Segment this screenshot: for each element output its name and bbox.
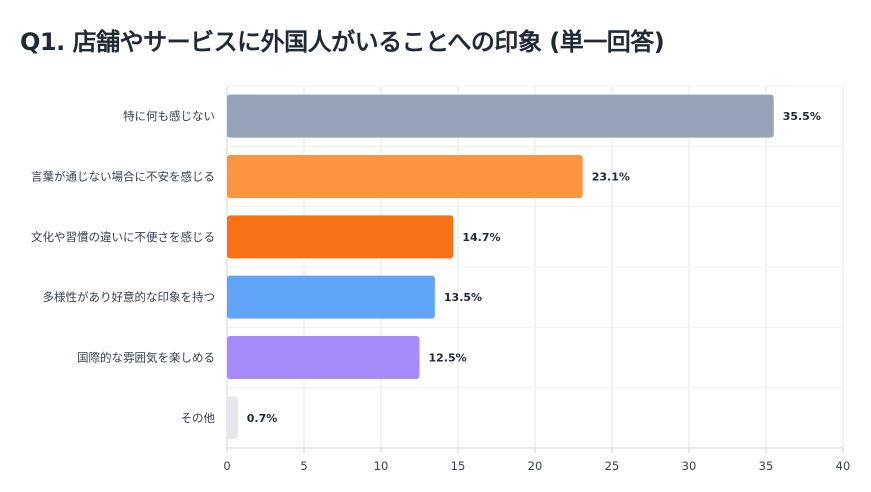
x-tick-label: 30 <box>682 459 697 473</box>
x-tick-label: 40 <box>836 459 851 473</box>
category-label: その他 <box>181 411 216 425</box>
category-label: 国際的な雰囲気を楽しめる <box>77 351 215 365</box>
data-label: 35.5% <box>783 110 821 123</box>
category-label: 言葉が通じない場合に不安を感じる <box>31 170 215 184</box>
x-tick-label: 20 <box>528 459 543 473</box>
x-tick-label: 0 <box>223 459 230 473</box>
x-tick-label: 35 <box>759 459 774 473</box>
data-label: 0.7% <box>247 412 278 425</box>
bar[interactable] <box>227 155 583 198</box>
category-label: 多様性があり好意的な印象を持つ <box>43 290 216 304</box>
category-label: 文化や習慣の違いに不便さを感じる <box>31 230 215 244</box>
data-label: 23.1% <box>592 171 630 184</box>
bar[interactable] <box>227 275 435 319</box>
category-label: 特に何も感じない <box>123 109 215 123</box>
data-label: 13.5% <box>444 291 482 304</box>
x-tick-label: 25 <box>605 459 620 473</box>
x-tick-label: 5 <box>300 459 307 473</box>
data-label: 14.7% <box>462 231 500 244</box>
data-label: 12.5% <box>429 352 467 365</box>
bar[interactable] <box>227 94 774 138</box>
bar[interactable] <box>227 336 420 379</box>
x-tick-label: 15 <box>451 459 466 473</box>
bar[interactable] <box>227 396 238 440</box>
bar[interactable] <box>227 215 454 259</box>
x-tick-label: 10 <box>374 459 389 473</box>
chart-title: Q1. 店舗やサービスに外国人がいることへの印象 (単一回答) <box>20 28 665 56</box>
